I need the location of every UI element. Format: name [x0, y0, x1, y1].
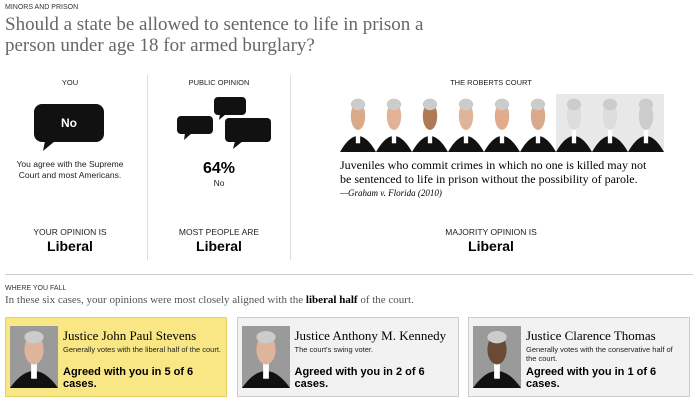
justice-card[interactable]: Justice Clarence Thomas Generally votes w…	[468, 317, 690, 397]
divider	[290, 75, 291, 260]
divider	[147, 75, 148, 260]
court-photo	[340, 94, 664, 152]
speech-bubbles	[177, 97, 271, 149]
title: Should a state be allowed to sentence to…	[5, 14, 424, 56]
opinion: Liberal	[468, 238, 514, 254]
justice-name: Justice Clarence Thomas	[526, 328, 656, 343]
answer: No	[213, 178, 225, 188]
note: You agree with the Supreme Court and mos…	[16, 159, 124, 180]
opinion-label: MAJORITY OPINION IS	[445, 227, 537, 237]
column-label: PUBLIC OPINION	[188, 78, 250, 87]
rule	[5, 274, 693, 275]
opinion-label: MOST PEOPLE ARE	[178, 227, 260, 237]
citation: —Graham v. Florida (2010)	[340, 188, 442, 198]
column-label: YOU	[61, 78, 79, 87]
answer: No	[61, 116, 77, 130]
agreement: Agreed with you in 2 of 6 cases.	[294, 366, 425, 390]
intro-text: of the court.	[360, 294, 414, 306]
justice-card[interactable]: Justice John Paul Stevens Generally votes…	[5, 317, 227, 397]
justice-card[interactable]: Justice Anthony M. Kennedy The court's sw…	[236, 317, 459, 397]
speech-bubble	[34, 104, 104, 151]
justice-description: The court's swing voter.	[294, 345, 374, 354]
emphasis: liberal half	[305, 294, 358, 306]
agreement: Agreed with you in 1 of 6 cases.	[526, 366, 657, 390]
percent: 64%	[202, 160, 236, 177]
opinion: Liberal	[47, 238, 93, 254]
justice-description: Generally votes with the conservative ha…	[526, 345, 673, 363]
justice-photo	[10, 326, 58, 388]
kicker: MINORS AND PRISON	[5, 4, 79, 11]
justice-description: Generally votes with the liberal half of…	[63, 345, 221, 354]
intro-text: In these six cases, your opinions were m…	[5, 294, 304, 306]
section-label: WHERE YOU FALL	[5, 285, 67, 292]
opinion: Liberal	[196, 238, 242, 254]
justice-name: Justice Anthony M. Kennedy	[294, 328, 447, 343]
opinion-label: YOUR OPINION IS	[33, 227, 107, 237]
quote: Juveniles who commit crimes in which no …	[340, 158, 647, 186]
justice-photo	[473, 326, 521, 388]
justice-name: Justice John Paul Stevens	[63, 328, 197, 343]
justice-photo	[241, 326, 290, 388]
intro: In these six cases, your opinions were m…	[5, 294, 414, 306]
agreement: Agreed with you in 5 of 6 cases.	[63, 366, 194, 390]
column-label: THE ROBERTS COURT	[450, 78, 532, 87]
